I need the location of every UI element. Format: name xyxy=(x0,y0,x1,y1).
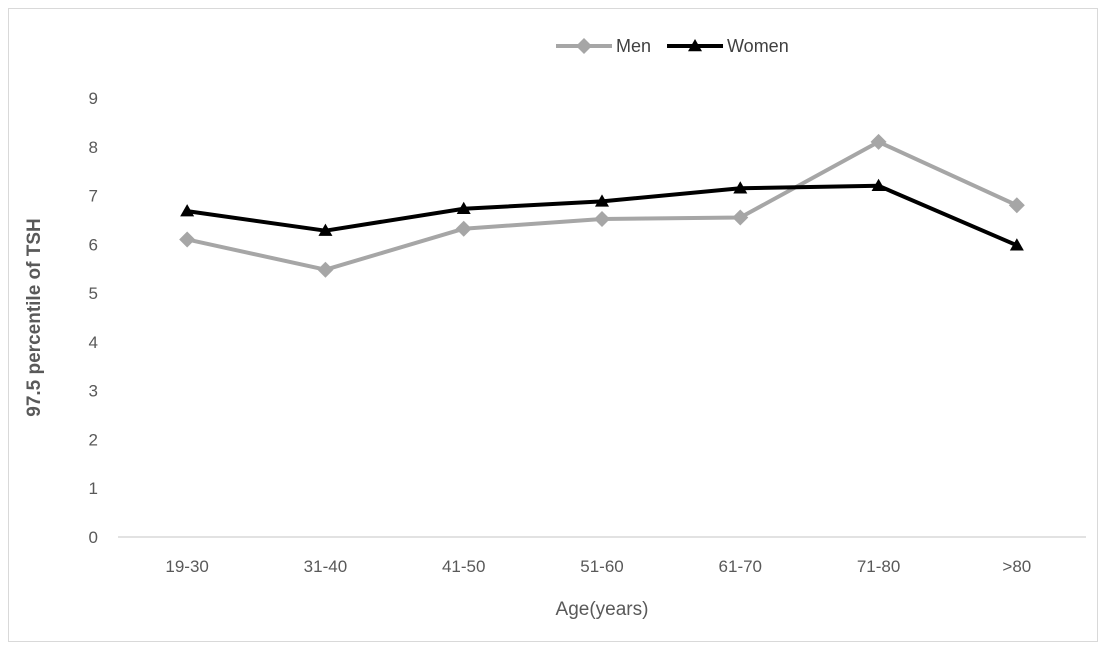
y-tick-label: 8 xyxy=(89,138,98,157)
series-group xyxy=(179,133,1025,278)
y-axis-title: 97.5 percentile of TSH xyxy=(24,218,45,417)
y-tick-label: 9 xyxy=(89,89,98,108)
legend-item-women: Women xyxy=(667,36,789,56)
x-axis-title: Age(years) xyxy=(556,599,649,620)
data-point-women xyxy=(180,204,195,217)
data-point-women xyxy=(1009,238,1024,251)
y-tick-label: 5 xyxy=(89,284,98,303)
data-point-women xyxy=(871,178,886,192)
legend: Men Women xyxy=(556,36,789,56)
data-point-women xyxy=(595,194,609,207)
x-axis-ticks: 19-30 31-40 41-50 51-60 61-70 71-80 >80 xyxy=(165,557,1031,576)
legend-label-women: Women xyxy=(727,36,789,56)
legend-marker-women xyxy=(688,39,703,52)
data-point-men xyxy=(870,133,887,150)
y-tick-label: 7 xyxy=(89,187,98,206)
x-tick-label: 61-70 xyxy=(719,557,762,576)
y-tick-label: 6 xyxy=(89,235,98,254)
y-axis-ticks: 0 1 2 3 4 5 6 7 8 9 xyxy=(89,89,98,547)
series-men xyxy=(179,133,1025,278)
data-point-women xyxy=(456,201,471,214)
data-point-women xyxy=(733,181,748,194)
data-point-men xyxy=(455,220,472,237)
x-tick-label: 41-50 xyxy=(442,557,485,576)
x-tick-label: 51-60 xyxy=(580,557,623,576)
x-tick-label: 19-30 xyxy=(165,557,208,576)
y-tick-label: 1 xyxy=(89,479,98,498)
data-point-men xyxy=(732,209,749,226)
x-tick-label: 31-40 xyxy=(304,557,347,576)
series-women xyxy=(180,178,1024,251)
legend-label-men: Men xyxy=(616,36,651,56)
y-tick-label: 0 xyxy=(89,528,98,547)
y-tick-label: 4 xyxy=(89,333,98,352)
data-point-men xyxy=(1008,197,1025,214)
data-point-men xyxy=(179,231,196,248)
x-tick-label: 71-80 xyxy=(857,557,900,576)
legend-item-men: Men xyxy=(556,36,651,56)
y-tick-label: 3 xyxy=(89,382,98,401)
legend-marker-men xyxy=(576,38,592,54)
data-point-women xyxy=(318,223,333,236)
data-point-men xyxy=(317,261,334,278)
x-tick-label: >80 xyxy=(1002,557,1031,576)
y-tick-label: 2 xyxy=(89,430,98,449)
data-point-men xyxy=(594,210,610,227)
